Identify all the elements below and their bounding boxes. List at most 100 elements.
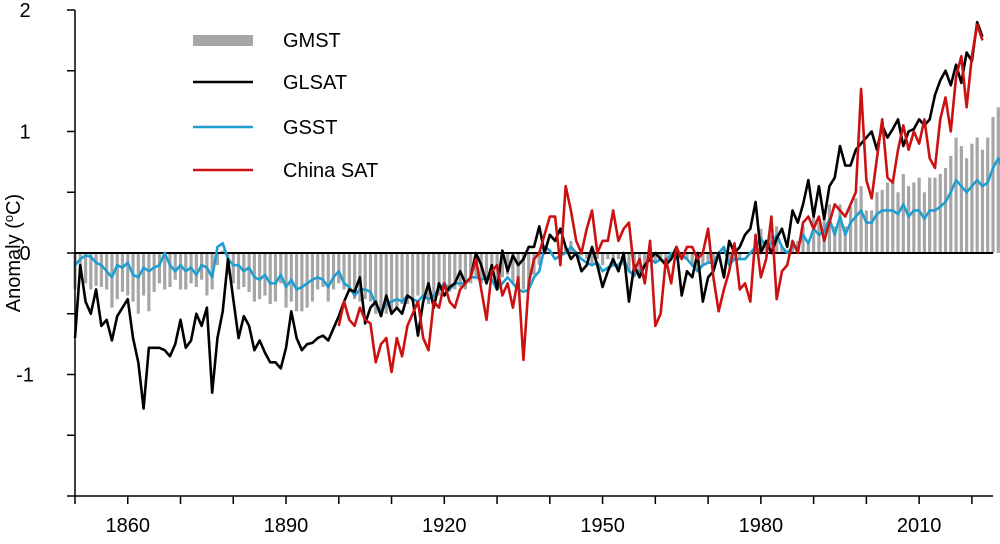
gmst-bar <box>595 253 599 260</box>
gmst-bar <box>933 177 937 253</box>
gmst-bar <box>442 253 446 290</box>
gmst-bar <box>447 253 452 292</box>
gmst-bar <box>273 253 278 302</box>
gmst-bar <box>727 253 731 266</box>
gmst-bar <box>643 253 647 266</box>
x-tick-label: 1890 <box>264 515 309 537</box>
legend-label-gsst: GSST <box>283 117 337 139</box>
gmst-bar <box>732 253 737 260</box>
y-tick-label: 0 <box>19 243 30 265</box>
gmst-bar <box>331 253 336 290</box>
gmst-bar <box>279 253 283 284</box>
gmst-bar <box>600 253 605 266</box>
gmst-bar <box>585 253 589 260</box>
gmst-bar <box>521 253 526 290</box>
gmst-bar <box>326 253 330 302</box>
gmst-bar <box>848 206 853 253</box>
gmst-bar <box>136 253 140 314</box>
gmst-bar <box>395 253 399 308</box>
gmst-bar <box>922 192 927 253</box>
gmst-bar <box>827 204 832 253</box>
gmst-bar <box>653 253 657 263</box>
gmst-bar <box>991 116 995 253</box>
gmst-bar <box>859 186 863 253</box>
gmst-bar <box>885 182 890 253</box>
gmst-bar <box>437 253 441 296</box>
gmst-bar <box>975 137 979 253</box>
gmst-bar <box>215 253 220 266</box>
y-tick-label: 2 <box>19 0 30 22</box>
gmst-bar <box>469 253 473 284</box>
gmst-bar <box>221 250 225 253</box>
gmst-bar <box>363 253 367 300</box>
gmst-bar <box>606 253 610 260</box>
gmst-bar <box>980 149 985 253</box>
gmst-bar <box>94 253 98 286</box>
gmst-bar <box>901 174 905 253</box>
gmst-bar <box>938 174 942 253</box>
gmst-bar <box>205 253 209 296</box>
gmst-bar <box>168 253 172 288</box>
gmst-bar <box>965 158 969 253</box>
gmst-bar <box>706 253 710 263</box>
gmst-bar <box>147 253 151 312</box>
gmst-bar <box>157 253 162 284</box>
gmst-bar <box>416 253 420 296</box>
gmst-bar <box>247 253 251 292</box>
gmst-bar <box>258 253 262 300</box>
gmst-bar <box>284 253 288 308</box>
gmst-bar <box>806 243 810 253</box>
gmst-bar <box>152 253 156 292</box>
gmst-bar <box>411 253 415 302</box>
gmst-bar <box>854 198 858 253</box>
gmst-bar <box>527 253 531 284</box>
gmst-bar <box>231 253 235 284</box>
gmst-bar <box>426 253 431 305</box>
gmst-bar <box>711 253 715 266</box>
gmst-bar <box>891 180 895 253</box>
gmst-bar <box>943 167 948 253</box>
gmst-bar <box>294 253 299 312</box>
gmst-bar <box>906 186 911 253</box>
gmst-bar <box>316 253 320 290</box>
y-tick-label: -1 <box>16 365 34 387</box>
y-axis-label: Anomaly (oC) <box>1 194 26 312</box>
gmst-bar <box>817 222 821 254</box>
gmst-bar <box>194 253 198 288</box>
gmst-bar <box>838 204 842 253</box>
x-tick-label: 1860 <box>106 515 151 537</box>
gmst-bar <box>896 192 900 253</box>
gmst-bar <box>970 143 974 253</box>
gmst-bar <box>812 216 816 253</box>
gmst-bar <box>880 189 884 253</box>
y-tick-label: 1 <box>19 122 30 144</box>
gmst-bar <box>463 253 468 290</box>
gmst-bar <box>996 107 1000 253</box>
gmst-bar <box>126 253 130 296</box>
gmst-bar <box>959 146 963 253</box>
gmst-bar <box>843 226 847 253</box>
gmst-bar <box>986 137 990 253</box>
gmst-bar <box>178 253 183 290</box>
gmst-bar <box>99 253 103 288</box>
gmst-bar <box>453 253 457 290</box>
gmst-bar <box>516 253 520 290</box>
gmst-bar <box>131 253 135 302</box>
gmst-bar <box>342 253 346 290</box>
gmst-bar <box>685 253 689 260</box>
gmst-bar <box>537 253 541 266</box>
gmst-bar <box>83 253 88 284</box>
gmst-bar <box>954 137 958 253</box>
gmst-bar <box>268 253 272 305</box>
gmst-bar <box>833 226 837 253</box>
gmst-bar <box>421 253 425 296</box>
gmst-bar <box>801 226 805 253</box>
gmst-bar <box>928 177 932 253</box>
legend-label-glsat: GLSAT <box>283 72 347 94</box>
gmst-bar <box>949 155 953 253</box>
legend-swatch-gmst <box>193 35 253 46</box>
gmst-bar <box>321 253 325 288</box>
gmst-bar <box>870 210 874 253</box>
